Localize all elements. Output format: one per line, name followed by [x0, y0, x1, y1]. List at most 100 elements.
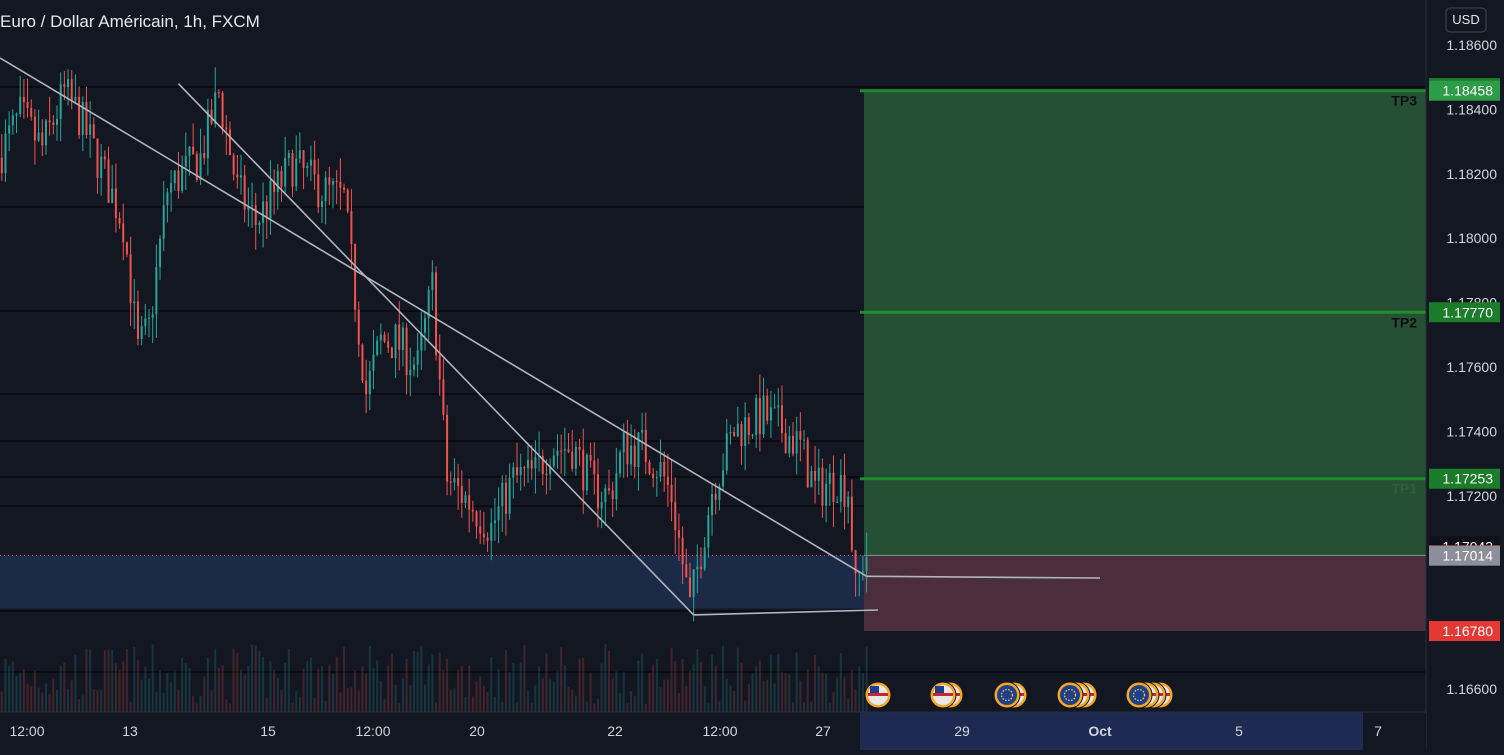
- volume-bar: [644, 703, 647, 712]
- time-tick-label: 22: [607, 723, 623, 739]
- currency-label: USD: [1452, 12, 1479, 27]
- candle-body: [711, 494, 714, 516]
- candle-body: [350, 211, 353, 245]
- candle-body: [700, 566, 702, 569]
- candle-body: [475, 511, 478, 527]
- candle-body: [663, 461, 666, 477]
- volume-bar: [354, 670, 357, 712]
- volume-bar: [758, 660, 761, 712]
- candle-body: [181, 166, 184, 192]
- trendline-extension-2: [693, 609, 879, 616]
- volume-bar: [648, 673, 651, 712]
- candle-body: [652, 473, 655, 479]
- volume-bar: [512, 663, 515, 712]
- volume-bar: [453, 688, 456, 712]
- candle-body: [240, 175, 242, 178]
- time-tick-label: 20: [469, 723, 485, 739]
- candle-body: [626, 432, 629, 465]
- volume-bar: [777, 654, 780, 712]
- candle-body: [744, 417, 747, 447]
- volume-bar: [192, 695, 195, 712]
- candle-body: [217, 92, 220, 94]
- volume-bar: [593, 703, 596, 712]
- candle-body: [549, 466, 552, 475]
- candle-body: [30, 108, 33, 117]
- candle-body: [747, 417, 750, 435]
- candle-body: [136, 301, 139, 339]
- candle-body: [795, 431, 798, 454]
- candle-body: [464, 495, 467, 504]
- candle-body: [247, 206, 250, 210]
- event-icon-group[interactable]: [864, 681, 892, 709]
- volume-bar: [792, 702, 794, 712]
- volume-bar: [486, 692, 489, 712]
- candle-body: [140, 326, 143, 339]
- volume-bar: [420, 645, 423, 712]
- volume-bar: [48, 694, 51, 712]
- candle-body: [677, 530, 680, 538]
- us-flag-stripe: [933, 693, 953, 696]
- candle-body: [589, 454, 592, 461]
- volume-bar: [427, 664, 430, 712]
- volume-bar: [541, 678, 544, 712]
- volume-bar: [821, 672, 824, 712]
- volume-bar: [468, 665, 471, 712]
- event-icon-group[interactable]: [993, 681, 1028, 709]
- candle-body: [457, 478, 460, 486]
- candle-body: [232, 155, 235, 175]
- volume-bar: [56, 690, 58, 712]
- volume-bar: [817, 666, 820, 712]
- candle-body: [151, 314, 154, 318]
- volume-bar: [552, 681, 555, 712]
- volume-bar: [578, 658, 581, 712]
- candle-body: [67, 79, 70, 88]
- volume-bar: [240, 669, 242, 712]
- price-badge-label: 1.17770: [1442, 304, 1493, 320]
- candle-body: [806, 439, 809, 488]
- volume-bar: [839, 653, 842, 712]
- candle-body: [306, 165, 309, 169]
- currency-box: [1445, 7, 1487, 33]
- volume-bar: [343, 647, 346, 712]
- volume-bar: [328, 664, 331, 712]
- candle-body: [758, 398, 761, 435]
- volume-bar: [545, 653, 548, 712]
- candle-body: [512, 467, 515, 478]
- price-badge-label: 1.18458: [1442, 83, 1493, 99]
- time-tick-label: 13: [122, 723, 138, 739]
- volume-bar: [464, 696, 467, 712]
- candle-body: [368, 370, 371, 395]
- time-tick-label: Oct: [1088, 723, 1112, 739]
- event-icon-group[interactable]: [929, 681, 964, 709]
- volume-bar: [508, 671, 511, 712]
- volume-bar: [350, 687, 353, 712]
- volume-bar: [685, 686, 688, 712]
- volume-bar: [339, 692, 342, 712]
- candle-body: [394, 324, 397, 359]
- volume-bar: [129, 701, 132, 712]
- volume-bar: [497, 669, 500, 712]
- candle-body: [295, 158, 298, 187]
- candle-body: [52, 122, 55, 125]
- candle-body: [144, 318, 147, 327]
- volume-bar: [810, 701, 813, 712]
- volume-bar: [751, 673, 754, 712]
- event-icon-group[interactable]: [1056, 681, 1098, 709]
- volume-bar: [692, 663, 695, 712]
- volume-bar: [357, 690, 360, 712]
- event-icon-group[interactable]: [1125, 681, 1174, 709]
- candle-body: [718, 486, 721, 500]
- eu-flag-icon: [997, 685, 1017, 705]
- candle-body: [832, 472, 835, 503]
- volume-bar: [287, 648, 290, 712]
- profit-zone: [864, 90, 1426, 556]
- volume-bar: [228, 703, 231, 712]
- volume-bar: [574, 695, 577, 712]
- volume-bar: [633, 696, 636, 712]
- price-badge-label: 1.16780: [1442, 623, 1493, 639]
- volume-bar: [217, 667, 220, 712]
- volume-bar: [482, 685, 485, 712]
- volume-bar: [740, 663, 743, 712]
